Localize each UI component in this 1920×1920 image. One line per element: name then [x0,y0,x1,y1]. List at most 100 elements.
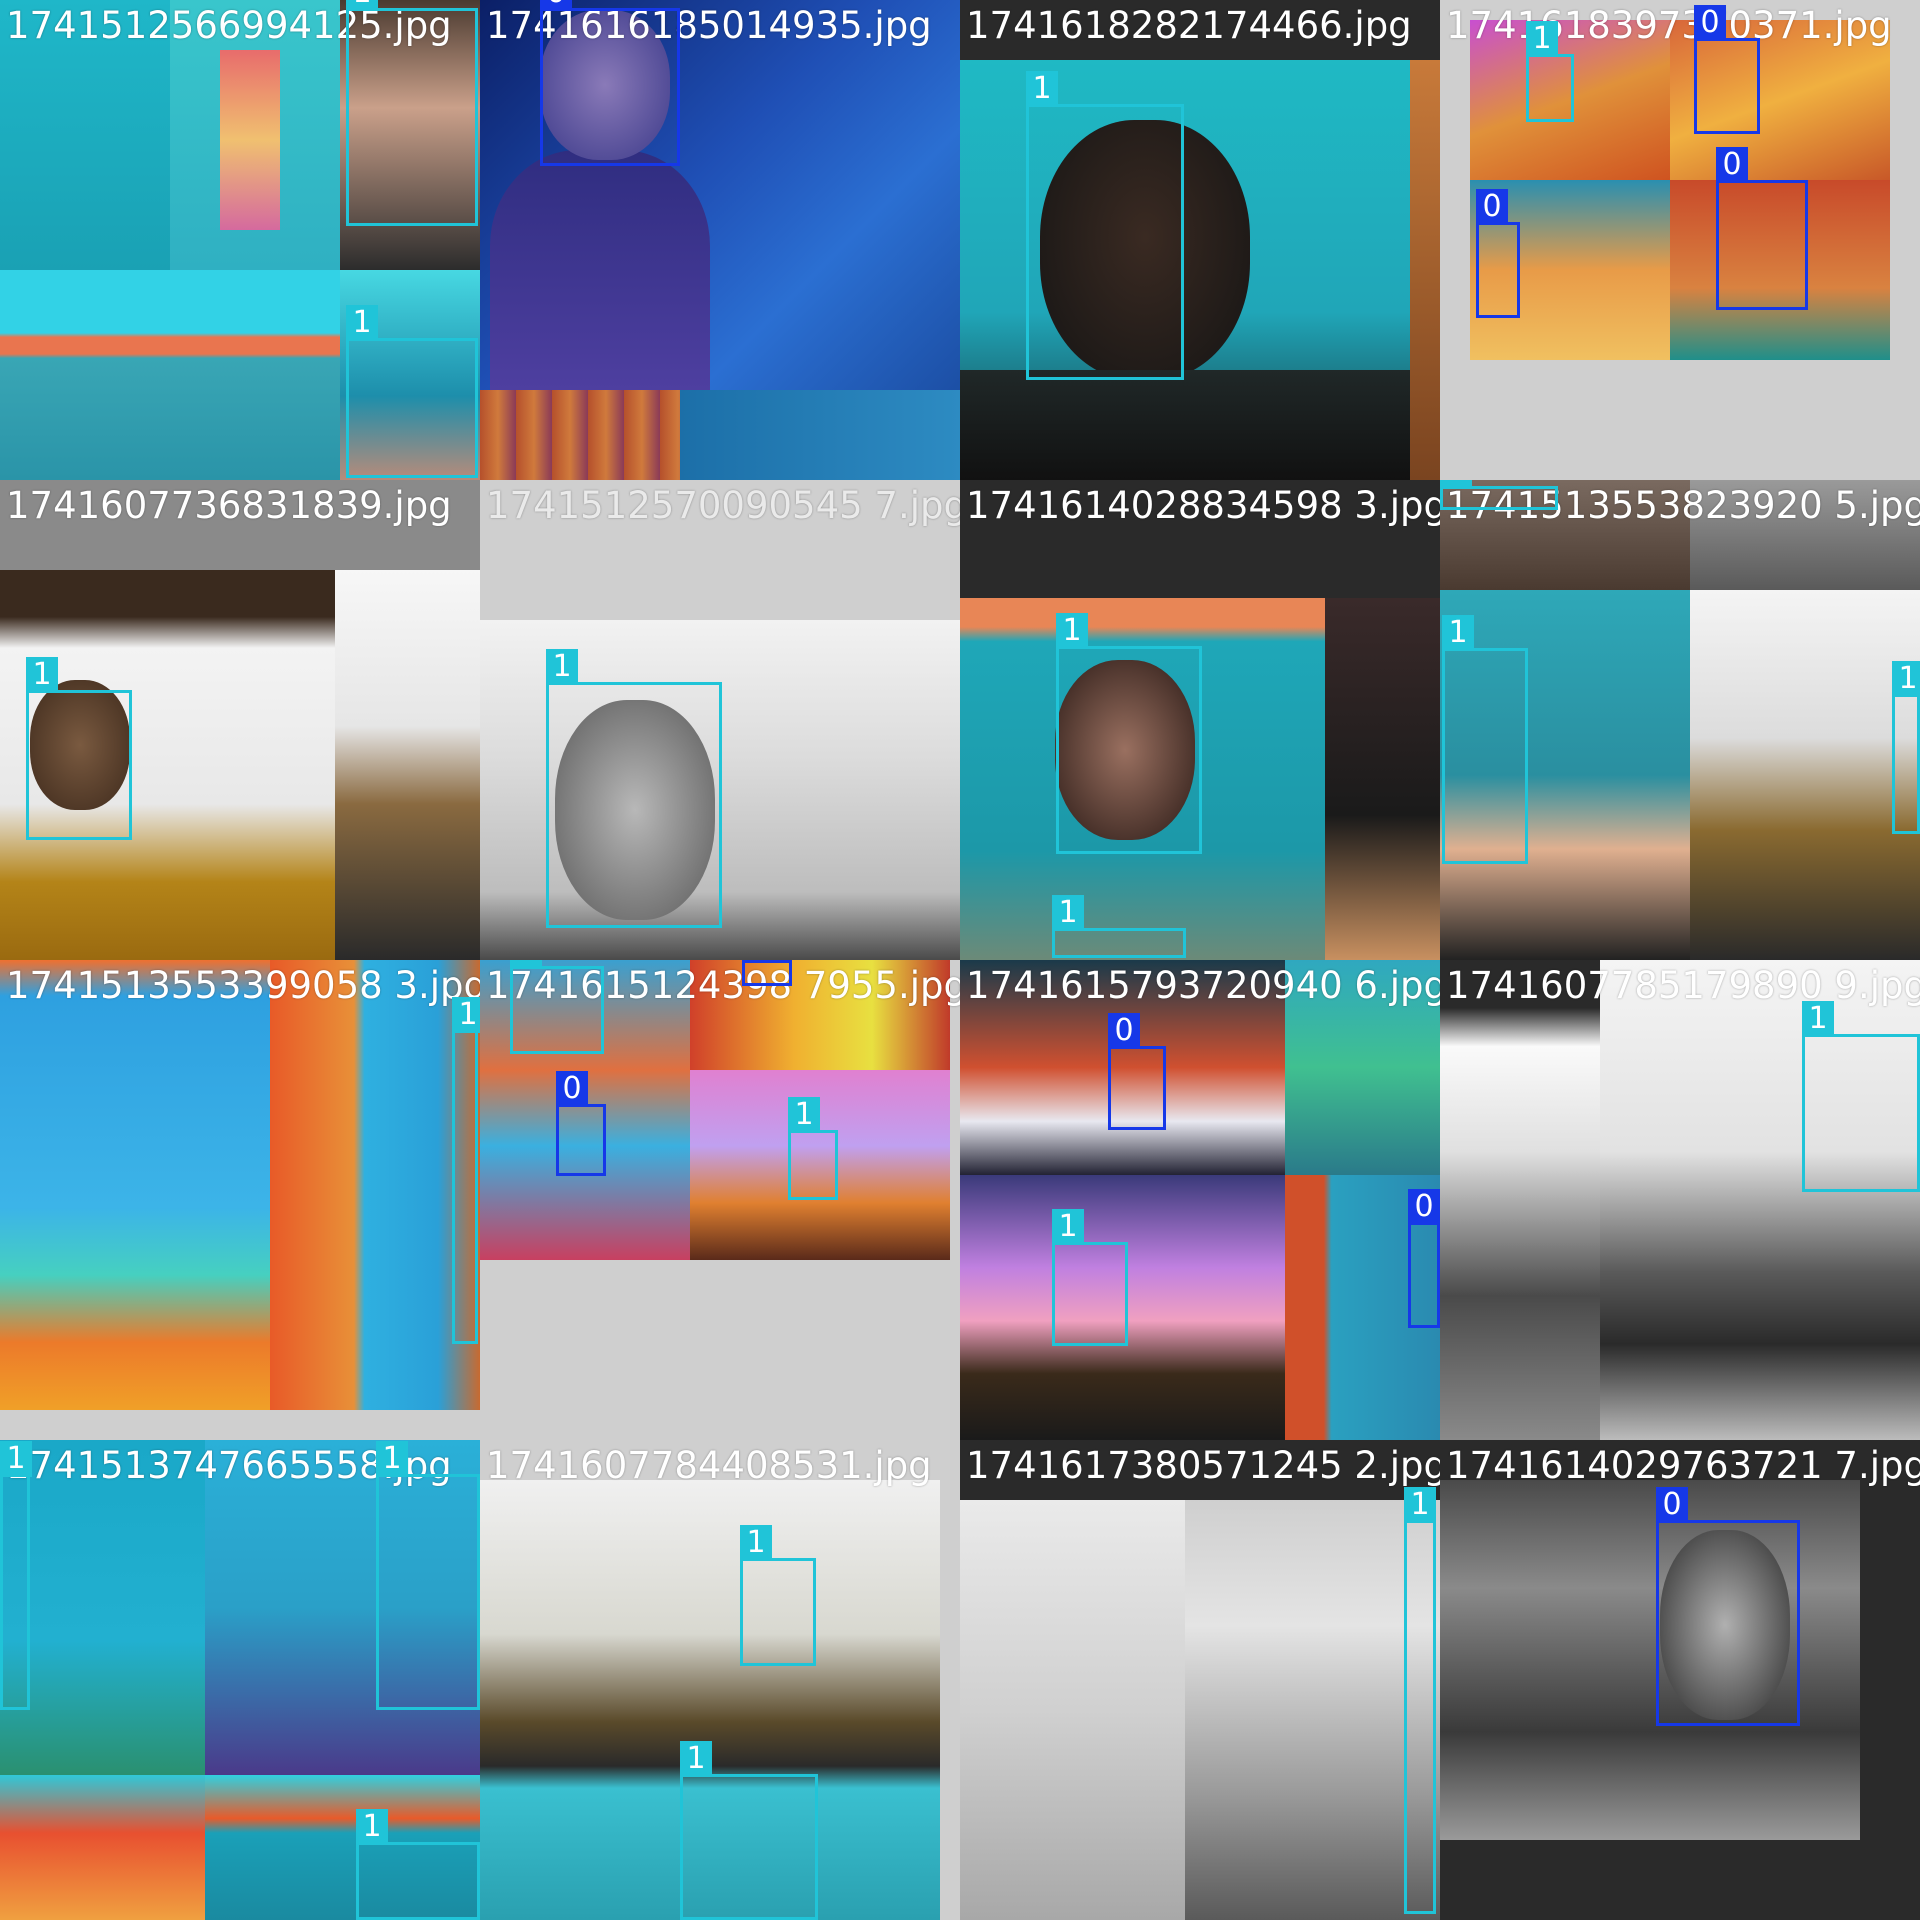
detection-box[interactable]: 1 [1052,895,1186,958]
padding [940,1440,960,1920]
image-tile[interactable]: 1741513553399058 3.jpg 1 [0,960,480,1440]
detection-box[interactable]: 1 [510,960,604,1054]
filename-label: 1741513553399058 3.jpg [6,964,480,1007]
detection-box[interactable]: 0 [1716,147,1808,310]
class-label: 0 [1476,189,1508,225]
image-tile[interactable]: 1741512566994125.jpg 1 1 [0,0,480,480]
image-tile[interactable]: 1741607736831839.jpg 1 [0,480,480,960]
image-fragment [205,1440,480,1775]
face-fragment [1040,120,1250,380]
detection-box[interactable]: 1 [788,1097,838,1200]
detection-box[interactable]: 0 [1108,1013,1166,1130]
face-fragment [555,700,715,920]
detection-box[interactable]: 1 [376,1441,480,1710]
detection-box[interactable]: 1 [1440,480,1558,510]
filename-label: 1741512570090545 7.jpg [486,484,960,527]
image-tile[interactable]: 1741617380571245 2.jpg 1 [960,1440,1440,1920]
class-label: 1 [1026,71,1058,107]
filename-label: 1741617380571245 2.jpg [966,1444,1440,1487]
image-fragment [960,1175,1285,1440]
class-label: 1 [1052,895,1084,931]
image-tile[interactable]: 1741616185014935.jpg 0 [480,0,960,480]
class-label: 1 [1052,1209,1084,1245]
filename-label: 1741615124398 7955.jpg [486,964,960,1007]
class-label: 1 [0,1441,32,1477]
class-label: 1 [376,1441,408,1477]
padding [1440,360,1920,480]
detection-box[interactable]: 0 [540,0,680,166]
detection-box[interactable]: 0 [1694,5,1760,134]
image-tile[interactable]: 1741513747665558.jpg 1 1 1 [0,1440,480,1920]
face-fragment [1660,1530,1790,1720]
image-tile[interactable]: 1741618397370371.jpg 1 0 0 0 [1440,0,1920,480]
image-fragment [1690,480,1920,590]
filename-label: 1741614029763721 7.jpg [1446,1444,1920,1487]
class-label: 0 [1408,1189,1440,1225]
image-tile[interactable]: 1741615124398 7955.jpg 1 0 0 1 [480,960,960,1440]
filename-label: 1741513553823920 5.jpg [1446,484,1920,527]
filename-label: 1741607784408531.jpg [486,1444,932,1487]
detection-box[interactable]: 1 [1404,1487,1436,1914]
detection-box[interactable]: 0 [556,1071,606,1176]
image-fragment [270,960,480,1410]
image-fragment [680,390,960,480]
image-fragment [0,1440,205,1775]
class-label: 1 [1892,661,1920,697]
detection-box[interactable]: 1 [680,1741,818,1920]
class-label: 1 [510,960,542,969]
image-fragment [335,570,480,960]
filename-label: 1741614028834598 3.jpg [966,484,1440,527]
class-label: 1 [346,305,378,341]
class-label: 1 [346,0,378,11]
class-label: 1 [740,1525,772,1561]
image-fragment [1440,480,1690,590]
detection-box[interactable]: 0 [1476,189,1520,318]
detection-box[interactable]: 1 [1526,21,1574,122]
image-fragment [1690,590,1920,960]
image-fragment [960,1500,1185,1920]
image-tile[interactable]: 1741615793720940 6.jpg 0 1 0 [960,960,1440,1440]
letterbox [960,480,1440,598]
detection-box[interactable]: 0 [742,960,792,986]
image-fragment [1440,960,1600,1440]
class-label: 1 [452,997,480,1033]
letterbox [960,0,1440,60]
image-tile[interactable]: 1741512570090545 7.jpg 1 [480,480,960,960]
detection-box[interactable]: 1 [346,0,478,226]
image-fragment [1440,1480,1860,1840]
image-tile[interactable]: 1741618282174466.jpg 1 [960,0,1440,480]
detection-box[interactable]: 1 [546,649,722,928]
detection-box[interactable]: 1 [26,657,132,840]
detection-box[interactable]: 1 [1056,613,1202,854]
class-label: 1 [1442,615,1474,651]
filename-label: 1741512566994125.jpg [6,4,452,47]
image-fragment [0,0,170,270]
class-label: 1 [1440,480,1472,489]
detection-box[interactable]: 1 [1442,615,1528,864]
image-tile[interactable]: 1741614028834598 3.jpg 1 1 [960,480,1440,960]
detection-box[interactable]: 1 [0,1441,32,1710]
class-label: 0 [540,0,572,11]
class-label: 1 [1056,613,1088,649]
detection-box[interactable]: 1 [1026,71,1184,380]
detection-box[interactable]: 0 [1408,1189,1440,1328]
image-tile[interactable]: 1741607784408531.jpg 1 1 [480,1440,960,1920]
detection-box[interactable]: 1 [1802,1001,1920,1192]
image-fragment [1440,590,1690,960]
image-tile[interactable]: 1741614029763721 7.jpg 0 [1440,1440,1920,1920]
detection-box[interactable]: 0 [1656,1487,1800,1726]
detection-box[interactable]: 1 [452,997,480,1344]
filename-label: 1741618282174466.jpg [966,4,1412,47]
image-tile[interactable]: 1741513553823920 5.jpg 1 1 1 [1440,480,1920,960]
detection-box[interactable]: 1 [356,1809,480,1920]
class-label: 1 [1802,1001,1834,1037]
class-label: 0 [1656,1487,1688,1523]
detection-box[interactable]: 1 [740,1525,816,1666]
detection-box[interactable]: 1 [1892,661,1920,834]
shelf-fragment [0,270,340,480]
image-fragment [690,1070,950,1260]
detection-box[interactable]: 1 [346,305,478,478]
image-tile[interactable]: 1741607785179890 9.jpg 1 [1440,960,1920,1440]
image-fragment [480,1480,940,1920]
detection-box[interactable]: 1 [1052,1209,1128,1346]
